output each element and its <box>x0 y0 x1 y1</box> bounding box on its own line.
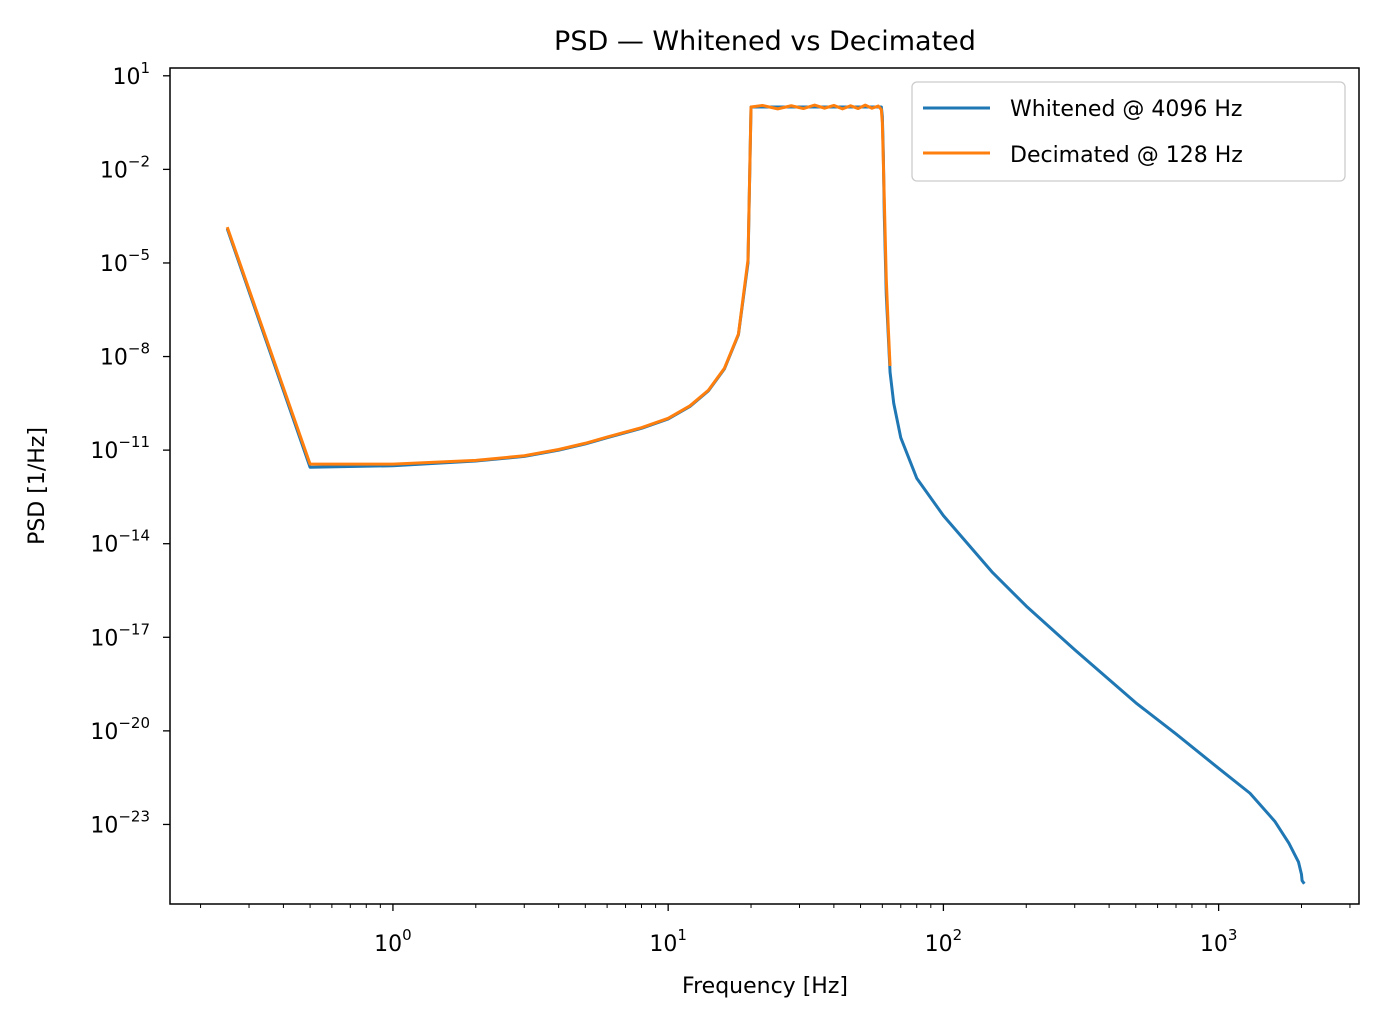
x-tick-label: 102 <box>925 926 963 957</box>
y-tick-label: 10−2 <box>100 152 150 183</box>
legend-box <box>911 81 1346 182</box>
y-tick-label: 10−8 <box>100 340 150 371</box>
y-tick-label: 10−17 <box>90 620 150 651</box>
x-tick-label: 100 <box>374 926 412 957</box>
y-axis-label: PSD [1/Hz] <box>25 427 50 545</box>
y-tick-label: 10−20 <box>90 714 150 745</box>
y-tick-label: 10−14 <box>90 527 150 558</box>
legend-label-decimated: Decimated @ 128 Hz <box>1010 143 1243 168</box>
series-decimated <box>225 103 892 466</box>
axis-ticks: 100 101 102 103 101 10−2 10−5 10−8 10−11 10−14 10−… <box>90 59 1351 957</box>
y-tick-label: 10−11 <box>90 433 150 464</box>
x-tick-label: 101 <box>649 926 687 957</box>
y-tick-label: 101 <box>112 59 150 90</box>
legend: Whitened @ 4096 Hz Decimated @ 128 Hz <box>911 81 1346 182</box>
y-tick-label: 10−5 <box>100 246 150 277</box>
plot-frame <box>169 67 1360 905</box>
legend-label-whitened: Whitened @ 4096 Hz <box>1010 97 1242 122</box>
series-layer <box>225 103 1306 885</box>
x-tick-label: 103 <box>1200 926 1238 957</box>
y-tick-label: 10−23 <box>90 807 150 838</box>
x-axis-label: Frequency [Hz] <box>682 974 848 999</box>
chart-title: PSD — Whitened vs Decimated <box>554 26 976 57</box>
